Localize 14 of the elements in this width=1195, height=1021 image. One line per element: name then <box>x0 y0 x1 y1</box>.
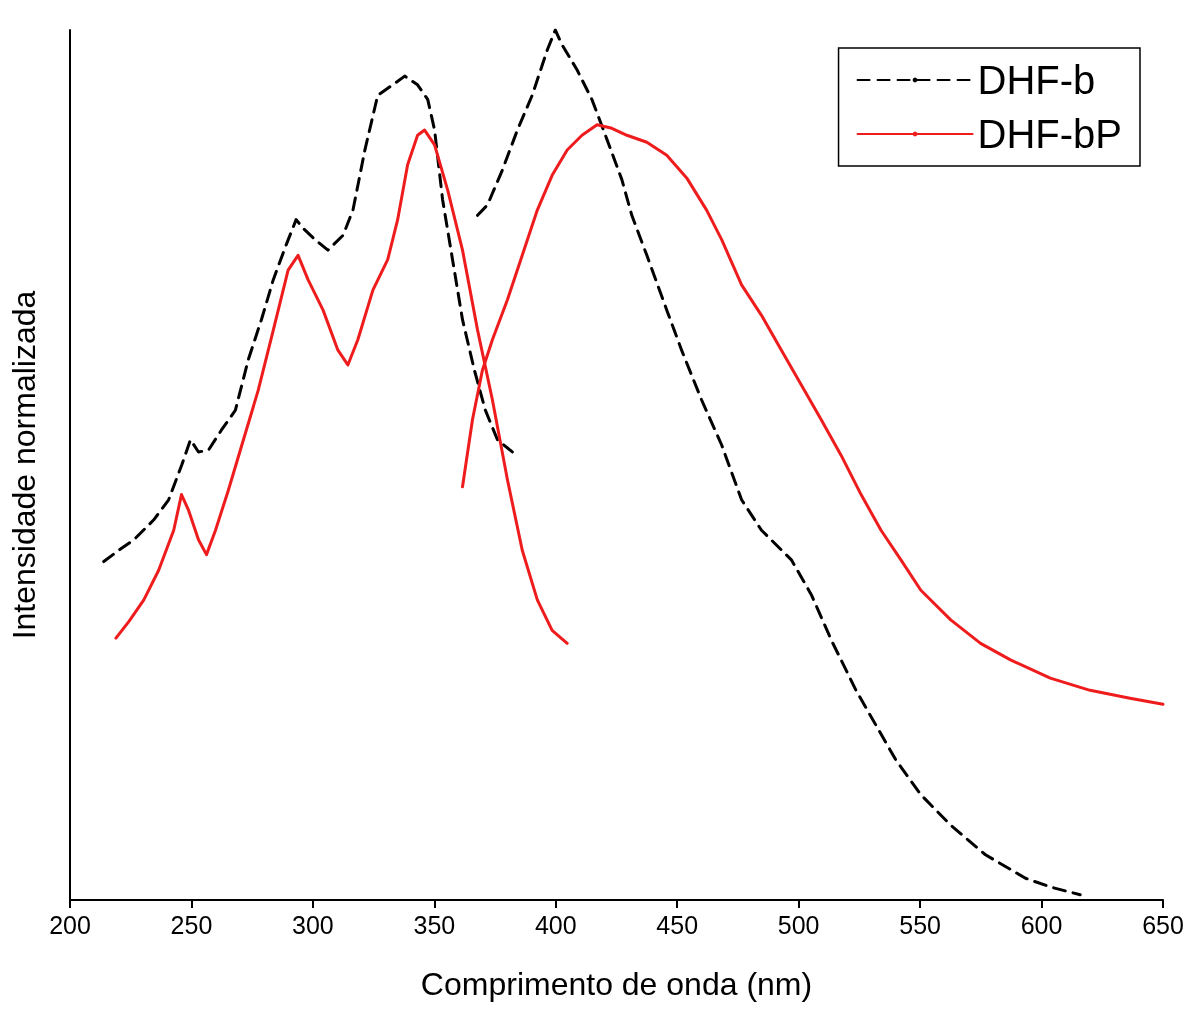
x-tick-label: 550 <box>899 910 941 939</box>
x-tick-label: 350 <box>413 910 456 939</box>
x-tick-label: 400 <box>534 910 577 939</box>
y-axis-title: Intensidade normalizada <box>6 290 42 640</box>
x-tick-label: 200 <box>49 910 91 939</box>
x-axis-title: Comprimento de onda (nm) <box>420 966 813 1002</box>
x-tick-label: 650 <box>1142 910 1184 939</box>
legend-label: DHF-bP <box>977 112 1122 156</box>
x-tick-label: 300 <box>292 910 334 939</box>
x-tick-label: 250 <box>170 910 213 939</box>
x-tick-label: 450 <box>656 910 699 939</box>
x-tick-label: 500 <box>777 910 820 939</box>
x-tick-label: 600 <box>1020 910 1063 939</box>
legend-label: DHF-b <box>977 58 1096 102</box>
